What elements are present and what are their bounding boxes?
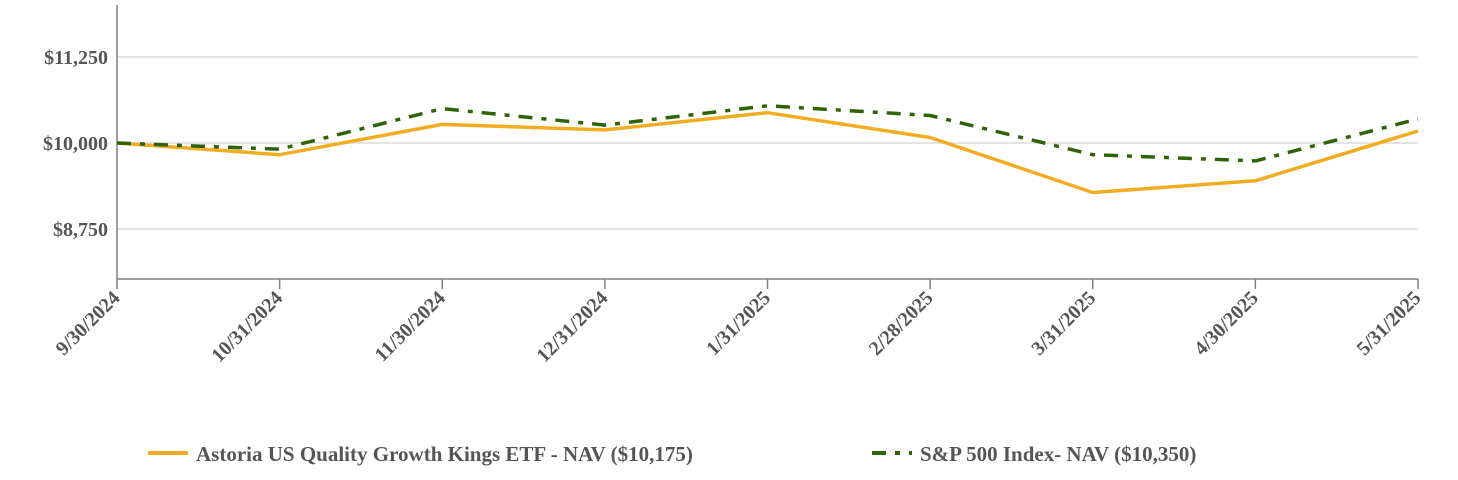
x-tick-label: 12/31/2024 — [532, 287, 612, 367]
series-1-point — [442, 124, 443, 125]
series-2-point — [1092, 154, 1093, 155]
x-tick-label: 10/31/2024 — [207, 287, 287, 367]
series-2-point — [604, 125, 605, 126]
series-1-point — [1092, 192, 1093, 193]
series-1-point — [1255, 180, 1256, 181]
series-1-point — [930, 137, 931, 138]
legend-label-1: Astoria US Quality Growth Kings ETF - NA… — [196, 442, 693, 466]
series-group — [116, 104, 1419, 195]
series-2-point — [442, 108, 443, 109]
series-1-point — [767, 112, 768, 113]
series-1-point — [604, 129, 605, 130]
legend: Astoria US Quality Growth Kings ETF - NA… — [148, 442, 1196, 466]
y-tick-label: $11,250 — [44, 47, 108, 69]
y-tick-label: $10,000 — [43, 133, 108, 155]
series-2-point — [767, 105, 768, 106]
series-line-2 — [116, 104, 1419, 163]
series-2-point — [279, 149, 280, 150]
x-tick-label: 4/30/2025 — [1190, 287, 1263, 360]
y-axis-ticks: $8,750 $10,000 $11,250 — [43, 47, 108, 241]
x-tick-label: 5/31/2025 — [1353, 287, 1426, 360]
series-1-point — [279, 154, 280, 155]
x-axis-ticks: 9/30/2024 10/31/2024 11/30/2024 12/31/2024 1… — [52, 279, 1426, 367]
gridlines — [117, 56, 1418, 230]
series-2-point — [930, 115, 931, 116]
series-2-point — [1418, 118, 1419, 119]
x-tick-label: 1/31/2025 — [702, 287, 775, 360]
x-tick-label: 9/30/2024 — [52, 287, 125, 360]
x-tick-label: 2/28/2025 — [865, 287, 938, 360]
series-2-point — [117, 143, 118, 144]
y-tick-label: $8,750 — [53, 219, 108, 241]
series-2-point — [1255, 160, 1256, 161]
legend-label-2: S&P 500 Index- NAV ($10,350) — [920, 442, 1196, 466]
x-tick-label: 11/30/2024 — [371, 287, 450, 366]
series-1-point — [1418, 130, 1419, 131]
series-line-1 — [116, 110, 1419, 195]
x-tick-label: 3/31/2025 — [1027, 287, 1100, 360]
